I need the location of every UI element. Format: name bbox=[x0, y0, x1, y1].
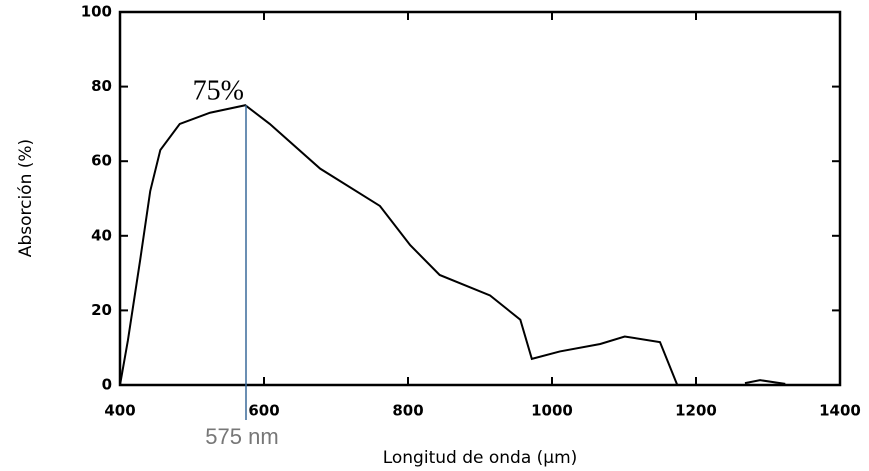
x-tick-label: 1200 bbox=[675, 402, 717, 420]
y-tick-label: 80 bbox=[91, 77, 112, 95]
y-axis-label: Absorción (%) bbox=[16, 139, 36, 257]
x-tick-label: 800 bbox=[392, 402, 423, 420]
x-tick-label: 1000 bbox=[531, 402, 573, 420]
y-tick-label: 60 bbox=[91, 152, 112, 170]
x-tick-label: 1400 bbox=[819, 402, 861, 420]
annotation-wavelength: 575 nm bbox=[205, 424, 278, 449]
y-tick-label: 100 bbox=[81, 3, 112, 21]
y-tick-label: 40 bbox=[91, 226, 112, 244]
absorption-line bbox=[119, 104, 786, 386]
x-axis-label: Longitud de onda (µm) bbox=[383, 448, 578, 468]
annotation-percent: 75% bbox=[193, 76, 244, 107]
y-tick-label: 0 bbox=[102, 376, 112, 394]
plot-frame bbox=[118, 10, 842, 387]
y-tick-label: 20 bbox=[91, 301, 112, 319]
x-tick-label: 400 bbox=[104, 402, 135, 420]
x-tick-label: 600 bbox=[248, 402, 279, 420]
